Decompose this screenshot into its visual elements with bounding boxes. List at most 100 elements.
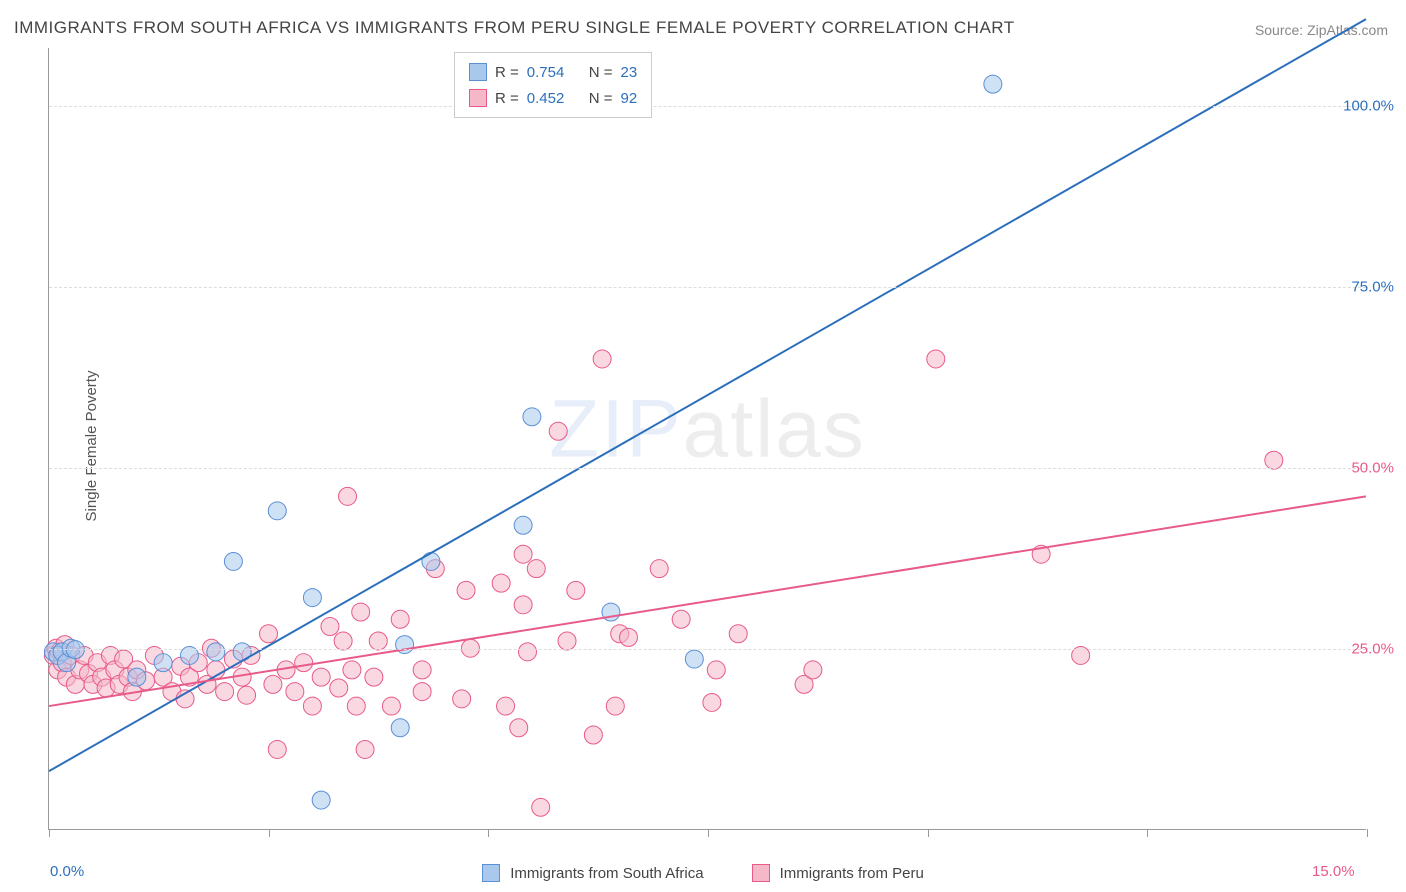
x-range-label: 0.0% — [50, 863, 84, 880]
y-tick-label: 75.0% — [1351, 278, 1394, 295]
chart-title: IMMIGRANTS FROM SOUTH AFRICA VS IMMIGRAN… — [14, 18, 1015, 38]
scatter-point — [492, 574, 510, 592]
legend-series-label: Immigrants from Peru — [780, 865, 924, 882]
scatter-point — [457, 581, 475, 599]
scatter-point — [382, 697, 400, 715]
r-value: 0.452 — [527, 90, 581, 107]
scatter-point — [984, 75, 1002, 93]
grid-line — [49, 287, 1366, 288]
r-label: R = — [495, 64, 519, 81]
scatter-point — [264, 675, 282, 693]
grid-line — [49, 106, 1366, 107]
scatter-point — [593, 350, 611, 368]
scatter-point — [312, 791, 330, 809]
scatter-point — [453, 690, 471, 708]
scatter-point — [365, 668, 383, 686]
scatter-point — [238, 686, 256, 704]
y-tick-label: 25.0% — [1351, 640, 1394, 657]
scatter-point — [391, 719, 409, 737]
scatter-point — [286, 683, 304, 701]
scatter-point — [606, 697, 624, 715]
scatter-point — [703, 693, 721, 711]
grid-line — [49, 468, 1366, 469]
scatter-point — [391, 610, 409, 628]
x-tick — [269, 829, 270, 837]
scatter-point — [347, 697, 365, 715]
y-tick-label: 50.0% — [1351, 459, 1394, 476]
scatter-point — [312, 668, 330, 686]
source-attribution: Source: ZipAtlas.com — [1255, 22, 1388, 38]
scatter-point — [339, 487, 357, 505]
scatter-point — [523, 408, 541, 426]
y-tick-label: 100.0% — [1343, 97, 1394, 114]
scatter-point — [356, 740, 374, 758]
series-legend: Immigrants from South Africa Immigrants f… — [0, 864, 1406, 882]
x-tick — [928, 829, 929, 837]
scatter-point — [1265, 451, 1283, 469]
scatter-point — [527, 560, 545, 578]
scatter-point — [650, 560, 668, 578]
scatter-point — [334, 632, 352, 650]
scatter-point — [154, 654, 172, 672]
scatter-point — [224, 552, 242, 570]
x-range-label: 15.0% — [1312, 863, 1355, 880]
scatter-point — [352, 603, 370, 621]
scatter-point — [707, 661, 725, 679]
legend-swatch — [752, 864, 770, 882]
scatter-point — [514, 596, 532, 614]
correlation-legend: R = 0.754 N = 23 R = 0.452 N = 92 — [454, 52, 652, 118]
scatter-point — [567, 581, 585, 599]
scatter-point — [343, 661, 361, 679]
scatter-point — [497, 697, 515, 715]
legend-swatch — [482, 864, 500, 882]
scatter-point — [268, 740, 286, 758]
scatter-point — [268, 502, 286, 520]
grid-line — [49, 649, 1366, 650]
scatter-point — [216, 683, 234, 701]
n-value: 92 — [621, 90, 638, 107]
legend-series-item: Immigrants from Peru — [752, 864, 924, 882]
r-value: 0.754 — [527, 64, 581, 81]
x-tick — [49, 829, 50, 837]
scatter-point — [519, 643, 537, 661]
scatter-point — [321, 618, 339, 636]
scatter-point — [804, 661, 822, 679]
x-tick — [708, 829, 709, 837]
scatter-point — [303, 589, 321, 607]
legend-swatch — [469, 89, 487, 107]
scatter-point — [303, 697, 321, 715]
scatter-point — [672, 610, 690, 628]
scatter-point — [369, 632, 387, 650]
scatter-point — [549, 422, 567, 440]
scatter-point — [128, 668, 146, 686]
legend-series-label: Immigrants from South Africa — [510, 865, 703, 882]
scatter-point — [729, 625, 747, 643]
x-tick — [1367, 829, 1368, 837]
legend-stat-row: R = 0.754 N = 23 — [469, 59, 637, 85]
scatter-point — [685, 650, 703, 668]
n-label: N = — [589, 90, 613, 107]
trend-line — [49, 19, 1366, 771]
scatter-point — [927, 350, 945, 368]
scatter-point — [584, 726, 602, 744]
n-value: 23 — [621, 64, 638, 81]
scatter-point — [619, 628, 637, 646]
legend-swatch — [469, 63, 487, 81]
scatter-point — [510, 719, 528, 737]
scatter-point — [295, 654, 313, 672]
scatter-point — [558, 632, 576, 650]
scatter-point — [514, 516, 532, 534]
scatter-point — [532, 798, 550, 816]
legend-stat-row: R = 0.452 N = 92 — [469, 85, 637, 111]
legend-series-item: Immigrants from South Africa — [482, 864, 703, 882]
r-label: R = — [495, 90, 519, 107]
scatter-point — [413, 661, 431, 679]
scatter-point — [260, 625, 278, 643]
x-tick — [488, 829, 489, 837]
n-label: N = — [589, 64, 613, 81]
scatter-point — [422, 552, 440, 570]
scatter-svg — [49, 48, 1366, 829]
x-tick — [1147, 829, 1148, 837]
scatter-point — [207, 643, 225, 661]
scatter-point — [330, 679, 348, 697]
